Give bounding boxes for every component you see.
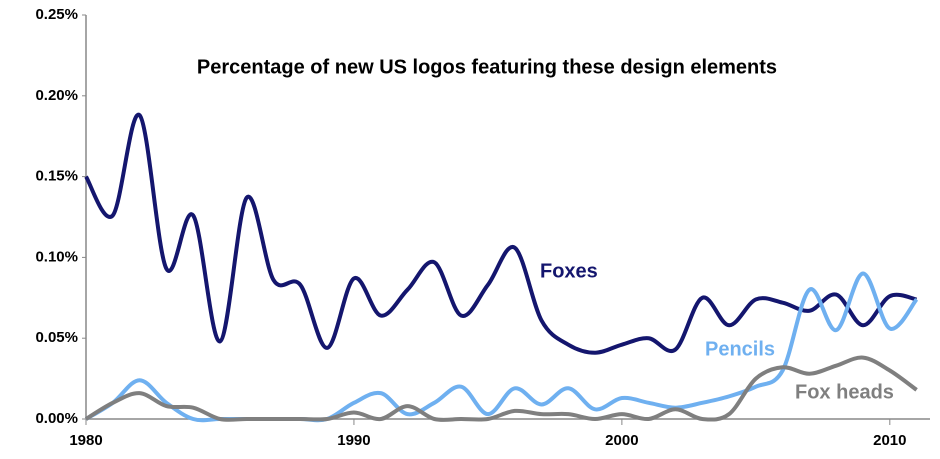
series-line: [84, 113, 918, 355]
x-tick-label: 1990: [337, 432, 370, 449]
y-tick-label: 0.05%: [35, 329, 78, 346]
series-label: Foxes: [540, 260, 598, 282]
y-tick-label: 0.10%: [35, 248, 78, 265]
x-tick-label: 1980: [69, 432, 102, 449]
chart-title: Percentage of new US logos featuring the…: [197, 56, 777, 78]
x-tick-label: 2010: [873, 432, 906, 449]
series-line: [84, 355, 918, 422]
series-label: Pencils: [705, 338, 775, 360]
y-tick-label: 0.25%: [35, 6, 78, 23]
series-line: [84, 271, 919, 423]
y-tick-label: 0.00%: [35, 410, 78, 427]
y-tick-label: 0.20%: [35, 87, 78, 104]
series-label: Fox heads: [795, 381, 894, 403]
x-tick-label: 2000: [605, 432, 638, 449]
y-tick-label: 0.15%: [35, 168, 78, 185]
